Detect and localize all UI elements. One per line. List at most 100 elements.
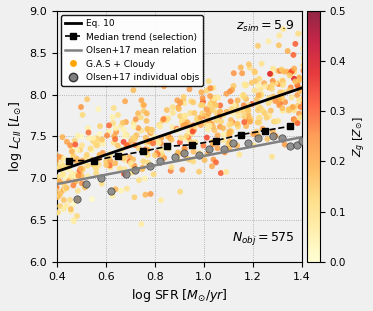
Point: [73, 158, 79, 163]
Point: [70, 202, 76, 207]
Point: [194, 116, 200, 121]
Point: [236, 114, 242, 118]
Point: [62, 187, 68, 192]
Point: [159, 147, 164, 152]
Point: [227, 139, 233, 144]
Point: [145, 147, 151, 152]
Point: [204, 135, 210, 140]
Point: [154, 138, 160, 143]
Point: [74, 148, 80, 153]
Point: [279, 67, 285, 72]
Point: [190, 159, 196, 164]
Point: [296, 111, 302, 116]
Point: [155, 152, 161, 157]
Point: [144, 111, 150, 116]
Point: [220, 146, 226, 151]
Text: $N_{obj}=575$: $N_{obj}=575$: [232, 230, 295, 247]
Point: [175, 157, 181, 162]
Point: [240, 109, 246, 114]
Point: [78, 160, 84, 165]
Point: [213, 160, 219, 165]
Point: [80, 159, 86, 164]
Point: [213, 111, 219, 116]
Point: [211, 96, 217, 101]
Point: [235, 124, 241, 129]
Point: [180, 123, 186, 128]
Point: [236, 152, 242, 157]
Point: [60, 187, 66, 192]
Point: [198, 90, 204, 95]
Point: [73, 197, 79, 202]
Point: [70, 183, 76, 188]
Point: [269, 86, 275, 91]
Point: [289, 95, 295, 100]
Point: [130, 157, 136, 162]
Point: [252, 70, 258, 75]
Point: [156, 141, 162, 146]
Point: [255, 136, 261, 141]
Point: [209, 121, 214, 126]
Point: [186, 87, 192, 92]
Point: [241, 103, 247, 108]
Point: [77, 147, 83, 152]
Point: [200, 103, 206, 108]
Point: [215, 115, 221, 120]
Point: [124, 132, 130, 137]
Point: [85, 130, 91, 135]
Point: [208, 86, 214, 91]
Point: [106, 129, 112, 134]
Point: [52, 179, 58, 183]
Point: [208, 100, 214, 105]
Point: [147, 140, 153, 145]
Point: [72, 173, 78, 178]
Point: [111, 105, 117, 110]
Point: [241, 94, 247, 99]
Point: [291, 117, 297, 122]
Point: [210, 142, 216, 147]
Point: [204, 107, 210, 112]
Point: [110, 121, 116, 126]
Point: [71, 219, 77, 224]
Point: [90, 162, 96, 167]
Point: [266, 85, 272, 90]
Point: [288, 70, 294, 75]
Point: [243, 83, 249, 88]
Point: [179, 151, 185, 156]
Point: [107, 151, 113, 156]
Point: [300, 96, 306, 101]
Point: [207, 86, 213, 91]
Point: [189, 123, 195, 128]
Point: [112, 161, 118, 166]
Point: [97, 124, 103, 129]
Point: [128, 160, 134, 165]
Point: [210, 86, 216, 91]
Point: [182, 119, 188, 124]
Point: [207, 123, 213, 128]
Point: [277, 101, 283, 106]
Point: [120, 120, 126, 125]
Point: [300, 46, 306, 51]
Point: [113, 187, 119, 192]
Point: [175, 150, 181, 155]
Point: [275, 118, 281, 123]
Point: [287, 144, 293, 149]
Point: [182, 113, 188, 118]
Point: [122, 167, 128, 172]
Point: [191, 123, 197, 128]
Point: [91, 162, 97, 167]
Point: [245, 108, 251, 113]
Point: [262, 84, 268, 89]
Point: [75, 133, 81, 138]
Point: [163, 118, 169, 123]
Point: [141, 109, 147, 114]
Point: [129, 163, 135, 168]
Point: [121, 171, 127, 176]
Point: [222, 150, 228, 155]
Point: [149, 127, 155, 132]
Point: [210, 97, 216, 102]
Point: [231, 141, 236, 146]
Point: [234, 143, 240, 148]
Point: [233, 103, 239, 108]
Point: [228, 129, 234, 134]
Point: [55, 174, 61, 179]
